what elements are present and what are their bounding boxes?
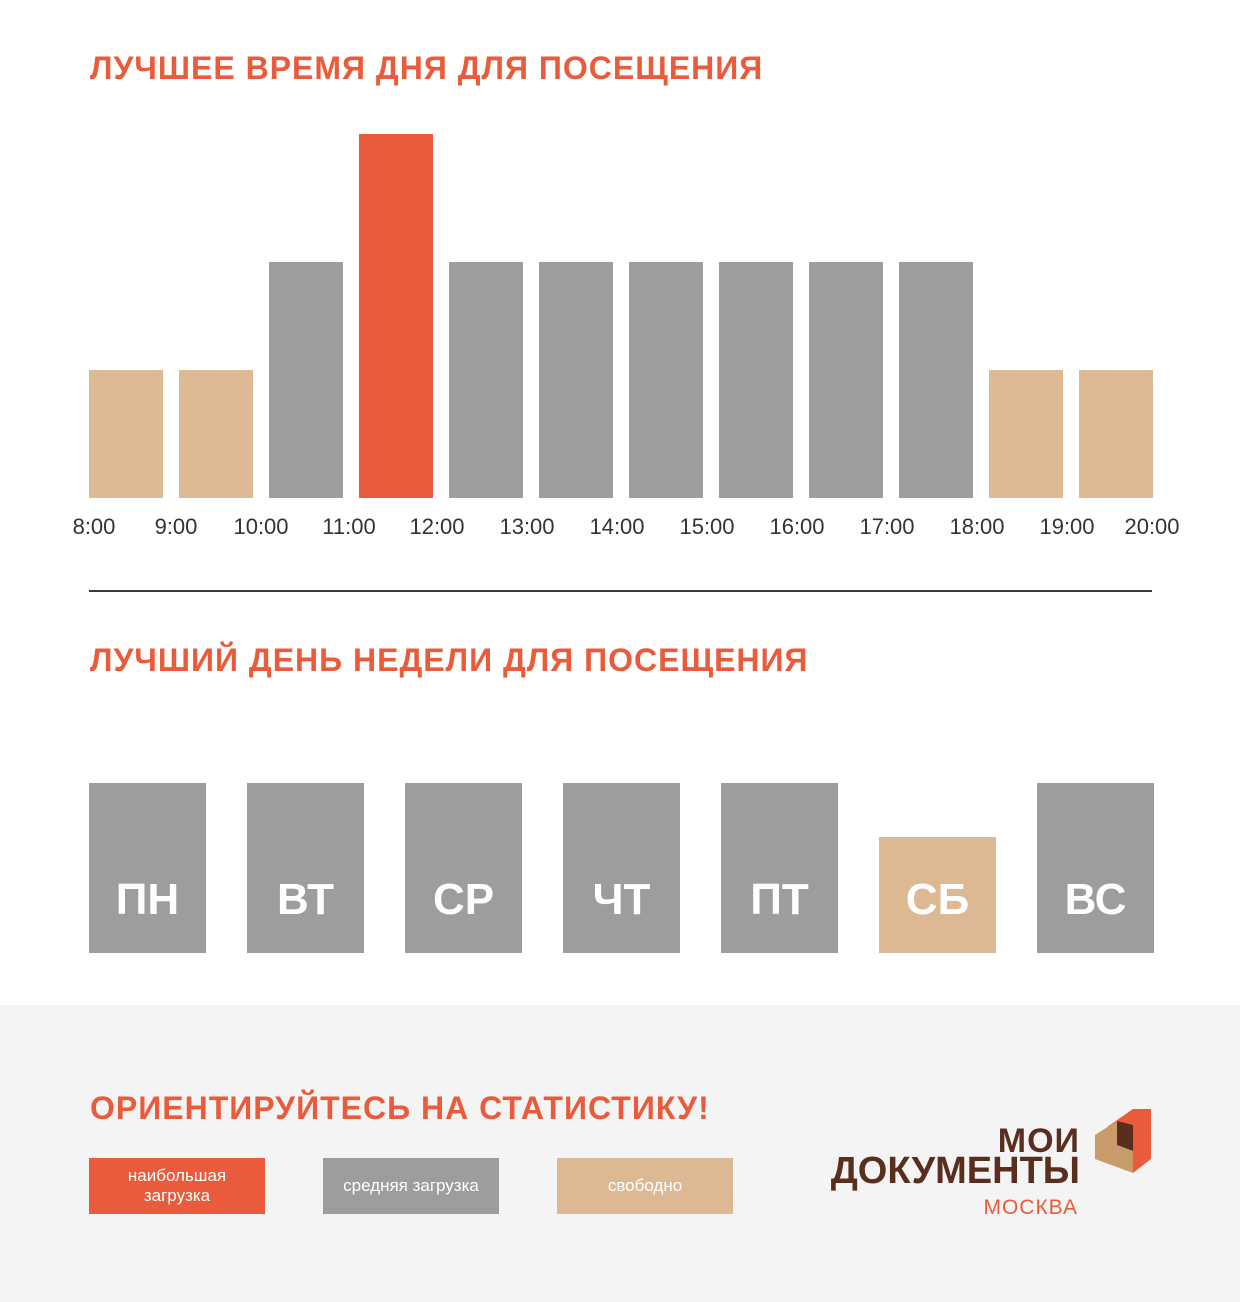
- hour-bar-800: [89, 370, 163, 498]
- hour-bar-1100: [359, 134, 433, 498]
- logo-city: МОСКВА: [983, 1196, 1078, 1219]
- legend-medium-load: средняя загрузка: [323, 1158, 499, 1214]
- hour-tick-label: 11:00: [322, 514, 375, 539]
- hour-tick-label: 9:00: [155, 514, 198, 539]
- day-bar-label: ВС: [1064, 875, 1127, 924]
- day-bar-label: СБ: [905, 875, 970, 924]
- day-bar-7: ВС: [1037, 783, 1154, 953]
- hour-bar-1700: [899, 262, 973, 498]
- legend-high-load: наибольшая загрузка: [89, 1158, 265, 1214]
- day-bar-label: ВТ: [277, 875, 334, 924]
- hour-tick-label: 10:00: [233, 514, 288, 539]
- hourly-load-chart: 8:00 9:00 10:00 11:00 12:00 13:00 14:00 15:00 16…: [73, 134, 1180, 539]
- hour-bar-1800: [989, 370, 1063, 498]
- section-divider: [89, 590, 1152, 592]
- hour-bar-1600: [809, 262, 883, 498]
- legend-medium-label: средняя загрузка: [343, 1176, 479, 1195]
- hour-bar-1000: [269, 262, 343, 498]
- day-bar-4: ЧТ: [563, 783, 680, 953]
- hour-tick-label: 12:00: [409, 514, 464, 539]
- day-bar-label: ПТ: [750, 875, 809, 924]
- logo-emblem-icon: [1095, 1109, 1151, 1173]
- hour-bar-900: [179, 370, 253, 498]
- hour-tick-label: 8:00: [73, 514, 116, 539]
- day-bar-6: СБ: [879, 837, 996, 953]
- legend-high-label: наибольшая загрузка: [127, 1166, 227, 1205]
- hour-bar-1500: [719, 262, 793, 498]
- legend-free: свободно: [557, 1158, 733, 1214]
- hour-bar-1300: [539, 262, 613, 498]
- hour-tick-label: 20:00: [1124, 514, 1179, 539]
- hour-tick-label: 18:00: [949, 514, 1004, 539]
- hour-tick-label: 14:00: [589, 514, 644, 539]
- hour-tick-label: 17:00: [859, 514, 914, 539]
- hour-bar-1400: [629, 262, 703, 498]
- hour-tick-label: 13:00: [499, 514, 554, 539]
- day-bar-1: ПН: [89, 783, 206, 953]
- footer-title: ОРИЕНТИРУЙТЕСЬ НА СТАТИСТИКУ!: [90, 1090, 710, 1126]
- hour-bar-1900: [1079, 370, 1153, 498]
- hour-tick-label: 16:00: [769, 514, 824, 539]
- logo-text-line2: ДОКУМЕНТЫ: [830, 1150, 1080, 1192]
- day-bar-label: СР: [432, 875, 495, 924]
- day-bar-3: СР: [405, 783, 522, 953]
- weekday-load-chart: ПН ВТ СР ЧТ ПТ СБ ВС: [89, 783, 1154, 953]
- footer-panel: [0, 1005, 1240, 1302]
- day-bar-2: ВТ: [247, 783, 364, 953]
- hour-bar-1200: [449, 262, 523, 498]
- hour-tick-label: 15:00: [679, 514, 734, 539]
- day-bar-label: ПН: [115, 875, 180, 924]
- day-bar-label: ЧТ: [592, 875, 651, 924]
- day-chart-title: ЛУЧШИЙ ДЕНЬ НЕДЕЛИ ДЛЯ ПОСЕЩЕНИЯ: [90, 642, 809, 678]
- hour-tick-label: 19:00: [1039, 514, 1094, 539]
- legend-free-label: свободно: [607, 1176, 683, 1195]
- day-bar-5: ПТ: [721, 783, 838, 953]
- logo-text-line1: МОИ: [997, 1122, 1080, 1160]
- time-chart-title: ЛУЧШЕЕ ВРЕМЯ ДНЯ ДЛЯ ПОСЕЩЕНИЯ: [90, 50, 764, 86]
